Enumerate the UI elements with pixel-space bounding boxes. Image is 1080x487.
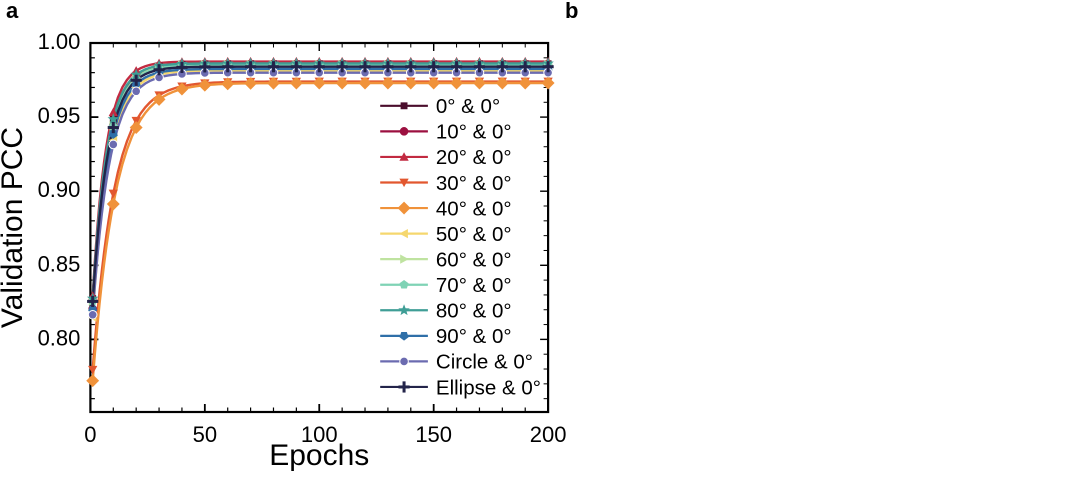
svg-text:1.00: 1.00 bbox=[38, 29, 81, 54]
svg-text:30° & 0°: 30° & 0° bbox=[436, 172, 512, 195]
svg-text:Validation PCC: Validation PCC bbox=[0, 127, 29, 328]
svg-text:40° & 0°: 40° & 0° bbox=[436, 197, 512, 220]
svg-text:0.85: 0.85 bbox=[38, 251, 81, 276]
svg-text:80° & 0°: 80° & 0° bbox=[436, 300, 512, 323]
svg-text:50° & 0°: 50° & 0° bbox=[436, 223, 512, 246]
svg-text:b: b bbox=[565, 0, 578, 23]
svg-text:0° & 0°: 0° & 0° bbox=[436, 95, 500, 118]
svg-text:0.90: 0.90 bbox=[38, 177, 81, 202]
svg-text:10° & 0°: 10° & 0° bbox=[436, 121, 512, 144]
svg-text:90° & 0°: 90° & 0° bbox=[436, 325, 512, 348]
svg-text:20° & 0°: 20° & 0° bbox=[436, 146, 512, 169]
svg-text:Epochs: Epochs bbox=[269, 439, 369, 472]
svg-text:Circle & 0°: Circle & 0° bbox=[436, 351, 533, 374]
svg-text:0: 0 bbox=[84, 422, 96, 447]
svg-text:150: 150 bbox=[415, 422, 452, 447]
svg-text:70° & 0°: 70° & 0° bbox=[436, 274, 512, 297]
svg-text:50: 50 bbox=[193, 422, 217, 447]
svg-text:60° & 0°: 60° & 0° bbox=[436, 248, 512, 271]
svg-text:0.80: 0.80 bbox=[38, 325, 81, 350]
svg-text:a: a bbox=[6, 0, 19, 23]
svg-text:Ellipse & 0°: Ellipse & 0° bbox=[436, 376, 541, 399]
svg-text:0.95: 0.95 bbox=[38, 103, 81, 128]
svg-text:200: 200 bbox=[530, 422, 567, 447]
